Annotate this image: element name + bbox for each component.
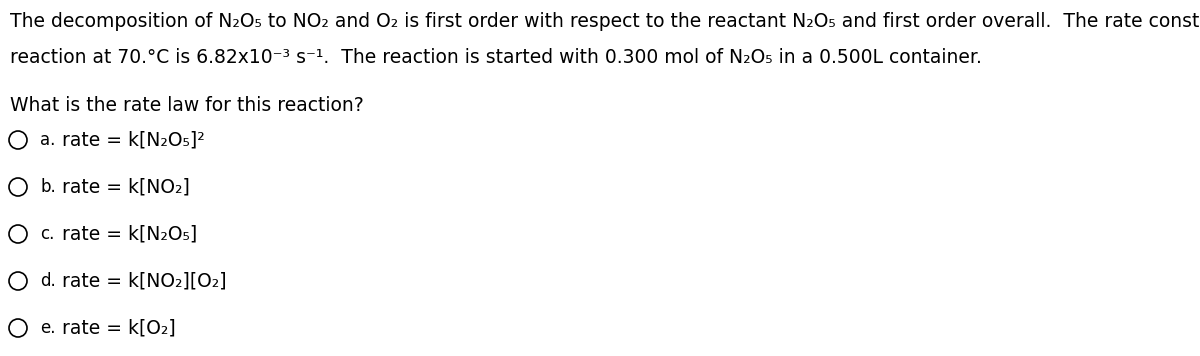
- Text: a.: a.: [40, 131, 55, 149]
- Text: rate = k[NO₂][O₂]: rate = k[NO₂][O₂]: [62, 272, 227, 290]
- Text: rate = k[N₂O₅]: rate = k[N₂O₅]: [62, 225, 197, 244]
- Text: rate = k[O₂]: rate = k[O₂]: [62, 319, 175, 337]
- Text: rate = k[N₂O₅]²: rate = k[N₂O₅]²: [62, 131, 205, 150]
- Text: What is the rate law for this reaction?: What is the rate law for this reaction?: [10, 96, 364, 115]
- Text: The decomposition of N₂O₅ to NO₂ and O₂ is first order with respect to the react: The decomposition of N₂O₅ to NO₂ and O₂ …: [10, 12, 1200, 31]
- Text: reaction at 70.°C is 6.82x10⁻³ s⁻¹.  The reaction is started with 0.300 mol of N: reaction at 70.°C is 6.82x10⁻³ s⁻¹. The …: [10, 48, 982, 67]
- Text: rate = k[NO₂]: rate = k[NO₂]: [62, 178, 190, 197]
- Text: e.: e.: [40, 319, 55, 337]
- Text: d.: d.: [40, 272, 55, 290]
- Text: b.: b.: [40, 178, 55, 196]
- Text: c.: c.: [40, 225, 54, 243]
